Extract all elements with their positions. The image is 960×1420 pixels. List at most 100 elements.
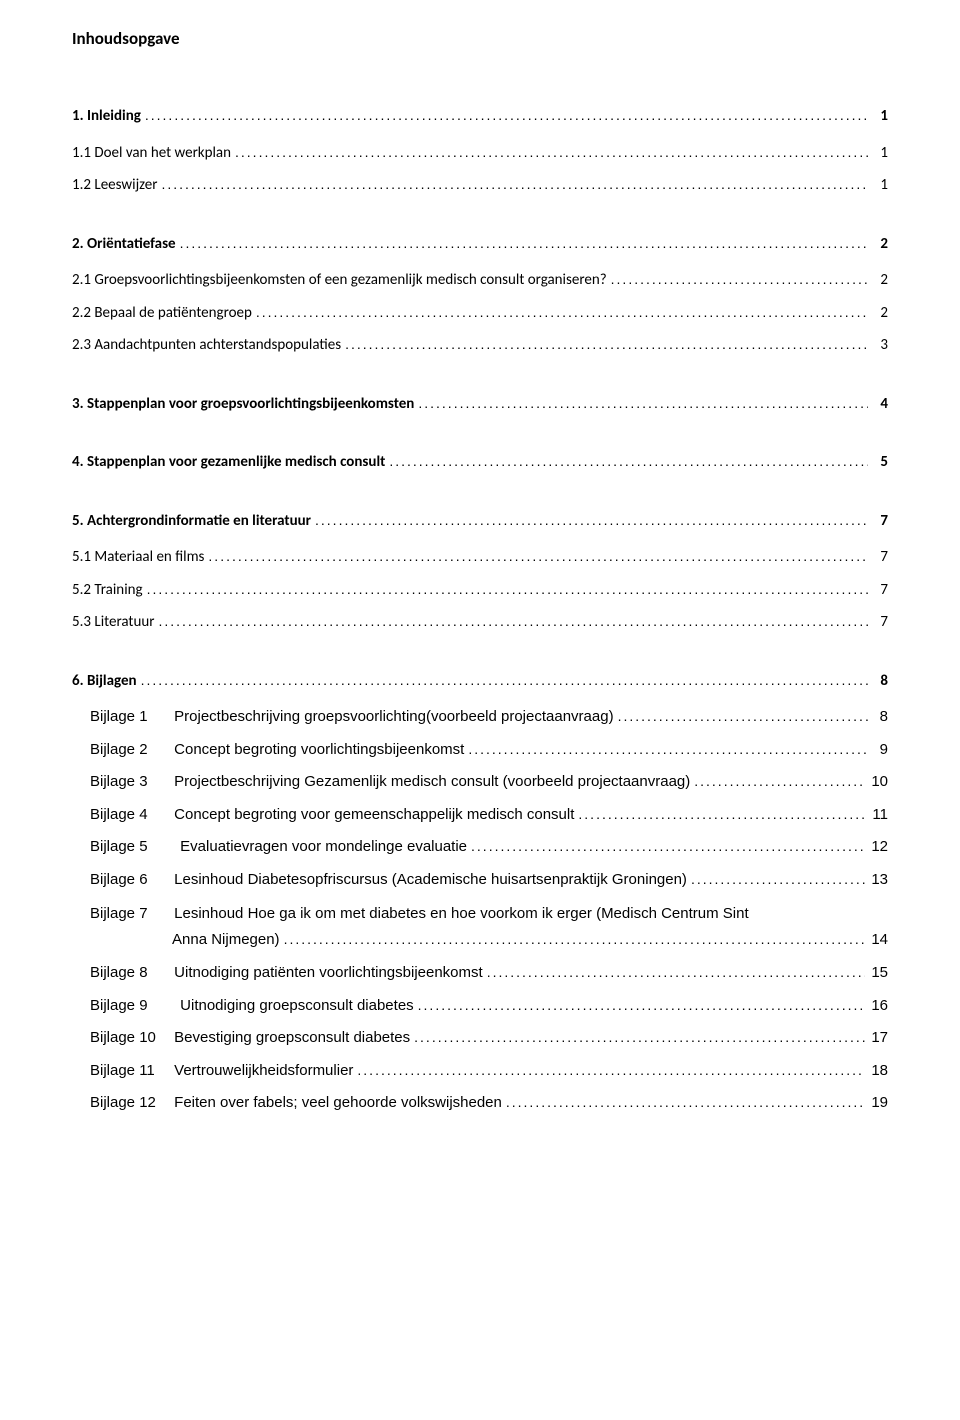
dot-leader: [345, 334, 868, 357]
toc-entry: Bijlage 9 Uitnodiging groepsconsult diab…: [72, 995, 888, 1018]
toc-page-number: 13: [865, 869, 888, 892]
toc-page-number: 7: [868, 510, 888, 533]
toc-entry-prefix: Bijlage 2: [90, 739, 170, 762]
dot-leader: [158, 611, 868, 634]
dot-leader: [487, 962, 866, 985]
toc-entry-text: Evaluatievragen voor mondelinge evaluati…: [176, 838, 467, 855]
toc-page-number: 7: [868, 546, 888, 569]
dot-leader: [141, 670, 868, 693]
toc-entry: Bijlage 3 Projectbeschrijving Gezamenlij…: [72, 771, 888, 794]
toc-entry: 1.2 Leeswijzer1: [72, 174, 888, 197]
dot-leader: [284, 927, 866, 953]
toc-entry-label: Bijlage 8 Uitnodiging patiënten voorlich…: [90, 962, 487, 985]
toc-page-number: 14: [865, 927, 888, 953]
toc-entry-label: 4. Stappenplan voor gezamenlijke medisch…: [72, 451, 389, 474]
toc-entry-text: Lesinhoud Diabetesopfriscursus (Academis…: [170, 871, 687, 888]
toc-page-number: 8: [868, 706, 888, 729]
toc-entry: 3. Stappenplan voor groepsvoorlichtingsb…: [72, 393, 888, 416]
dot-leader: [161, 174, 868, 197]
toc-entry-text: Concept begroting voorlichtingsbijeenkom…: [170, 741, 464, 758]
toc-page-number: 10: [865, 771, 888, 794]
toc-page-number: 1: [868, 105, 888, 128]
toc-entry: Bijlage 12 Feiten over fabels; veel geho…: [72, 1092, 888, 1115]
toc-entry-label: 5.2 Training: [72, 579, 147, 602]
toc-page-number: 2: [868, 269, 888, 292]
toc-entry-prefix: Bijlage 8: [90, 962, 170, 985]
dot-leader: [611, 269, 868, 292]
dot-leader: [506, 1092, 865, 1115]
toc-page-number: 1: [868, 174, 888, 197]
toc-entry: 1.1 Doel van het werkplan1: [72, 142, 888, 165]
toc-entry-text: Uitnodiging patiënten voorlichtingsbijee…: [170, 964, 483, 981]
toc-entry-label: 2.2 Bepaal de patiëntengroep: [72, 302, 256, 325]
toc-entry: Bijlage 7 Lesinhoud Hoe ga ik om met dia…: [72, 901, 888, 952]
toc-page-number: 3: [868, 334, 888, 357]
toc-entry: Bijlage 10 Bevestiging groepsconsult dia…: [72, 1027, 888, 1050]
toc-entry-text: Vertrouwelijkheidsformulier: [170, 1062, 353, 1079]
toc-entry: 2.2 Bepaal de patiëntengroep2: [72, 302, 888, 325]
dot-leader: [418, 995, 866, 1018]
toc-entry-prefix: Bijlage 1: [90, 706, 170, 729]
toc-entry-label: 5.1 Materiaal en films: [72, 546, 208, 569]
toc-entry-label: 1. Inleiding: [72, 105, 145, 128]
toc-entry-text: Projectbeschrijving groepsvoorlichting(v…: [170, 708, 614, 725]
toc-page-number: 8: [868, 670, 888, 693]
toc-entry-prefix: Bijlage 4: [90, 804, 170, 827]
dot-leader: [414, 1027, 865, 1050]
toc-entry-label: 6. Bijlagen: [72, 670, 141, 693]
toc-entry: Bijlage 5 Evaluatievragen voor mondeling…: [72, 836, 888, 859]
toc-page-number: 7: [868, 611, 888, 634]
toc-entry-text: Feiten over fabels; veel gehoorde volksw…: [170, 1094, 502, 1111]
toc-entry-label: Bijlage 2 Concept begroting voorlichting…: [90, 739, 468, 762]
toc-entry-label: 5.3 Literatuur: [72, 611, 158, 634]
dot-leader: [618, 706, 868, 729]
toc-entry: 6. Bijlagen 8: [72, 670, 888, 693]
toc-page-number: 2: [868, 233, 888, 256]
toc-entry: 5.2 Training 7: [72, 579, 888, 602]
dot-leader: [471, 836, 865, 859]
toc-entry-label: 3. Stappenplan voor groepsvoorlichtingsb…: [72, 393, 418, 416]
toc-entry-label: 1.1 Doel van het werkplan: [72, 142, 235, 165]
dot-leader: [357, 1060, 865, 1083]
toc-entry: 5. Achtergrondinformatie en literatuur7: [72, 510, 888, 533]
toc-entry-text: Uitnodiging groepsconsult diabetes: [176, 997, 414, 1014]
toc-entry-label: 2.1 Groepsvoorlichtingsbijeenkomsten of …: [72, 269, 611, 292]
toc-page-number: 16: [865, 995, 888, 1018]
toc-entry: 5.3 Literatuur 7: [72, 611, 888, 634]
dot-leader: [180, 233, 868, 256]
dot-leader: [315, 510, 868, 533]
toc-entry-label: Bijlage 6 Lesinhoud Diabetesopfriscursus…: [90, 869, 691, 892]
dot-leader: [468, 739, 868, 762]
page-title: Inhoudsopgave: [72, 28, 888, 49]
toc-entry: Bijlage 1 Projectbeschrijving groepsvoor…: [72, 706, 888, 729]
toc-page-number: 12: [865, 836, 888, 859]
toc-entry-prefix: Bijlage 11: [90, 1060, 170, 1083]
toc-entry: 2.1 Groepsvoorlichtingsbijeenkomsten of …: [72, 269, 888, 292]
toc-entry-prefix: Bijlage 5: [90, 836, 176, 859]
toc-entry-label: 2.3 Aandachtpunten achterstandspopulatie…: [72, 334, 345, 357]
toc-entry-label: Bijlage 11 Vertrouwelijkheidsformulier: [90, 1060, 357, 1083]
toc-entry: 2. Oriëntatiefase 2: [72, 233, 888, 256]
toc-entry-text: Projectbeschrijving Gezamenlijk medisch …: [170, 773, 690, 790]
toc-entry-label: Bijlage 12 Feiten over fabels; veel geho…: [90, 1092, 506, 1115]
toc-entry-label: Bijlage 10 Bevestiging groepsconsult dia…: [90, 1027, 414, 1050]
toc-entry: Bijlage 6 Lesinhoud Diabetesopfriscursus…: [72, 869, 888, 892]
dot-leader: [418, 393, 868, 416]
dot-leader: [389, 451, 868, 474]
toc-entry-prefix: Bijlage 9: [90, 995, 176, 1018]
toc-entry-label: Bijlage 3 Projectbeschrijving Gezamenlij…: [90, 771, 694, 794]
toc-entry-label: 2. Oriëntatiefase: [72, 233, 180, 256]
toc-entry: Bijlage 2 Concept begroting voorlichting…: [72, 739, 888, 762]
toc-entry-text: Bevestiging groepsconsult diabetes: [170, 1029, 410, 1046]
dot-leader: [691, 869, 865, 892]
toc-entry-prefix: Bijlage 6: [90, 869, 170, 892]
toc-page-number: 4: [868, 393, 888, 416]
dot-leader: [256, 302, 868, 325]
toc-page-number: 7: [868, 579, 888, 602]
toc-page-number: 5: [868, 451, 888, 474]
toc-entry-prefix: Bijlage 7: [90, 901, 170, 927]
toc-entry-label: Bijlage 5 Evaluatievragen voor mondeling…: [90, 836, 471, 859]
toc-entry: 5.1 Materiaal en films 7: [72, 546, 888, 569]
toc-entry-label: Lesinhoud Hoe ga ik om met diabetes en h…: [170, 905, 749, 922]
toc-entry: Bijlage 4 Concept begroting voor gemeens…: [72, 804, 888, 827]
